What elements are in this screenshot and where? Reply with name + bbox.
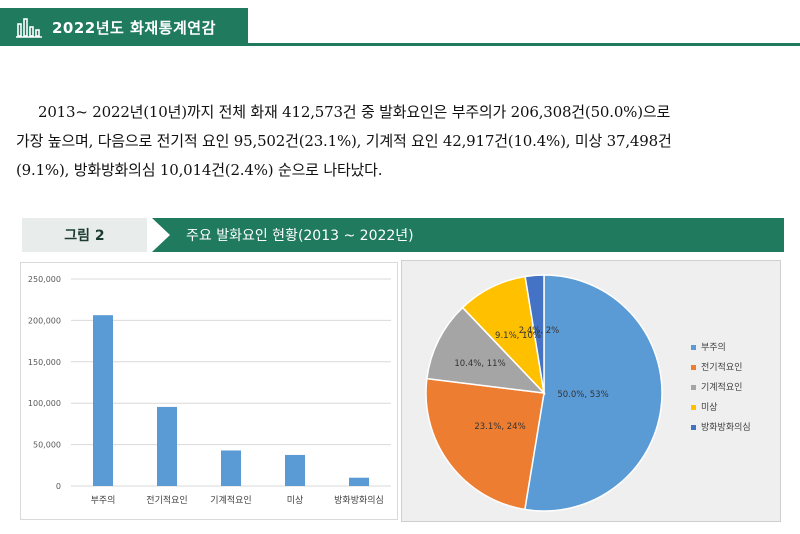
- bar-x-tick-label: 기계적요인: [210, 494, 251, 506]
- pie-slice: [523, 274, 663, 512]
- bar-y-tick-label: 250,000: [28, 275, 61, 284]
- bar-x-tick-label: 방화방화의심: [334, 495, 384, 506]
- bar: [93, 315, 113, 486]
- bar-x-tick-label: 미상: [287, 495, 304, 506]
- bar-y-tick-label: 100,000: [28, 399, 61, 408]
- header-title: 2022년도 화재통계연감: [52, 18, 216, 37]
- bar: [349, 477, 369, 486]
- bar-y-tick-label: 200,000: [28, 316, 61, 325]
- bar: [285, 454, 305, 486]
- legend-swatch: [691, 365, 696, 370]
- bar-x-tick-label: 전기적요인: [146, 494, 187, 506]
- bar-chart: 0 50,000 100,000 150,000 200,000 250,000 부주의 전기…: [28, 275, 391, 506]
- pie-slice: [425, 377, 545, 511]
- pie-slice-label: 9.1%, 10%: [495, 331, 541, 341]
- pie-slice-label: 10.4%, 11%: [454, 359, 505, 369]
- figure-title-box: 주요 발화요인 현황(2013 ~ 2022년): [152, 218, 784, 252]
- legend-swatch: [691, 385, 696, 390]
- pie-slice-label: 2.4%, 2%: [519, 326, 559, 336]
- summary-paragraph: 2013~ 2022년(10년)까지 전체 화재 412,573건 중 발화요인…: [16, 98, 784, 185]
- bar-chart-panel: 0 50,000 100,000 150,000 200,000 250,000 부주의 전기…: [20, 262, 398, 520]
- legend-label: 미상: [701, 402, 718, 413]
- paragraph-line-2: 가장 높으며, 다음으로 전기적 요인 95,502건(23.1%), 기계적 …: [16, 132, 672, 150]
- pie-chart: 50.0%, 53% 23.1%, 24% 10.4%, 11% 9.1%, 10%2…: [425, 274, 751, 512]
- figure-label: 그림 2: [22, 218, 147, 252]
- bar: [157, 406, 177, 486]
- legend-swatch: [691, 405, 696, 410]
- bar-y-tick-label: 150,000: [28, 358, 61, 367]
- pie-slice: [524, 274, 545, 394]
- figure-caption: 그림 2 주요 발화요인 현황(2013 ~ 2022년): [22, 218, 784, 252]
- header-tab: 2022년도 화재통계연감: [0, 8, 248, 46]
- paragraph-line-3: (9.1%), 방화방화의심 10,014건(2.4%) 순으로 나타났다.: [16, 161, 383, 179]
- legend-swatch: [691, 345, 696, 350]
- bar-x-tick-label: 부주의: [91, 495, 116, 506]
- pie-slice: [426, 306, 546, 394]
- paragraph-line-1: 2013~ 2022년(10년)까지 전체 화재 412,573건 중 발화요인…: [38, 103, 671, 121]
- pie-slice-label: 23.1%, 24%: [474, 422, 525, 432]
- bar-y-tick-label: 0: [56, 482, 61, 491]
- legend-label: 방화방화의심: [701, 422, 751, 433]
- bar: [221, 450, 241, 486]
- pie-slice-label: 50.0%, 53%: [557, 390, 608, 400]
- legend-label: 기계적요인: [701, 381, 742, 393]
- header-rule: [248, 43, 800, 46]
- bar-chart-icon: [16, 18, 42, 38]
- legend-swatch: [691, 425, 696, 430]
- figure-title: 주요 발화요인 현황(2013 ~ 2022년): [186, 228, 414, 244]
- legend-label: 전기적요인: [701, 361, 742, 373]
- bar-y-tick-label: 50,000: [33, 441, 61, 450]
- legend-label: 부주의: [701, 342, 726, 353]
- report-header: 2022년도 화재통계연감: [0, 0, 800, 46]
- pie-chart-panel: 50.0%, 53% 23.1%, 24% 10.4%, 11% 9.1%, 10% 2…: [401, 260, 781, 522]
